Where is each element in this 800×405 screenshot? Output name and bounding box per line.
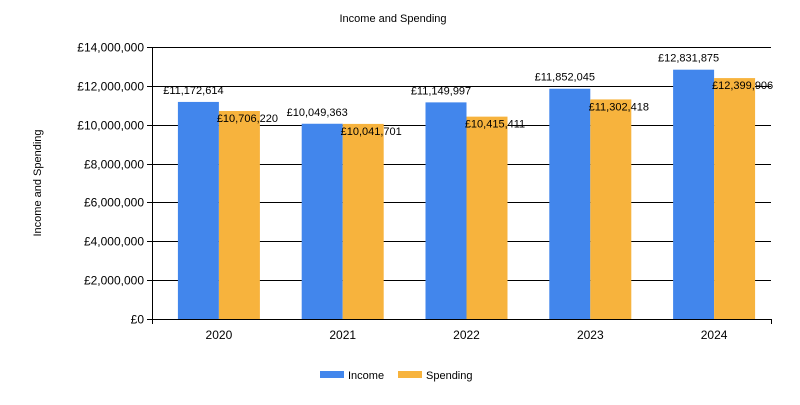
y-tick-label: £2,000,000 [84, 274, 144, 288]
spending-data-label: £12,399,906 [712, 80, 773, 92]
x-tick-label: 2022 [453, 328, 480, 342]
spending-bar [466, 116, 508, 320]
axes: £0 £2,000,000 £4,000,000 £6,000,000 £8,000,0… [77, 41, 772, 342]
y-tick-label: £10,000,000 [77, 119, 144, 133]
x-tick-label: 2020 [206, 328, 233, 342]
y-tick-label: £14,000,000 [77, 41, 144, 55]
spending-bar [342, 123, 384, 319]
income-bar [177, 101, 219, 319]
data-labels: £11,172,614 £10,706,220 £10,049,363 £10,041… [163, 53, 773, 138]
y-tick-label: £8,000,000 [84, 158, 144, 172]
x-tick-label: 2023 [577, 328, 604, 342]
chart-title: Income and Spending [339, 13, 446, 25]
income-data-label: £12,831,875 [658, 53, 719, 65]
income-bar [425, 102, 467, 319]
income-legend-swatch [320, 371, 344, 378]
bars [177, 69, 756, 320]
income-data-label: £11,852,045 [535, 72, 595, 84]
income-data-label: £11,172,614 [163, 85, 223, 97]
income-bar [549, 88, 591, 320]
y-tick-label: £0 [131, 313, 145, 327]
legend: Income Spending [320, 370, 473, 382]
spending-bar [714, 78, 756, 319]
spending-data-label: £11,302,418 [589, 101, 649, 113]
x-tick-label: 2024 [701, 328, 728, 342]
income-legend-label: Income [348, 370, 384, 382]
spending-data-label: £10,706,220 [217, 113, 278, 125]
spending-legend-swatch [398, 371, 422, 378]
y-tick-label: £4,000,000 [84, 235, 144, 249]
y-tick-label: £6,000,000 [84, 196, 144, 210]
spending-legend-label: Spending [426, 370, 473, 382]
spending-data-label: £10,415,411 [465, 119, 525, 131]
spending-data-label: £10,041,701 [341, 126, 402, 138]
y-tick-label: £12,000,000 [77, 80, 144, 94]
income-data-label: £11,149,997 [411, 85, 471, 97]
income-bar [301, 123, 343, 319]
income-data-label: £10,049,363 [287, 107, 348, 119]
x-tick-label: 2021 [329, 328, 356, 342]
income-bar [673, 69, 715, 319]
y-axis-title: Income and Spending [32, 129, 44, 236]
spending-bar [218, 110, 260, 319]
spending-bar [590, 99, 632, 320]
